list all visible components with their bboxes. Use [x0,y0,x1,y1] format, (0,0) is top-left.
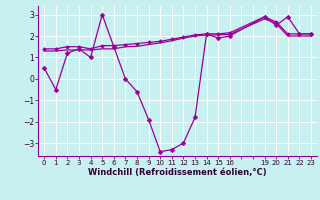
X-axis label: Windchill (Refroidissement éolien,°C): Windchill (Refroidissement éolien,°C) [88,168,267,177]
